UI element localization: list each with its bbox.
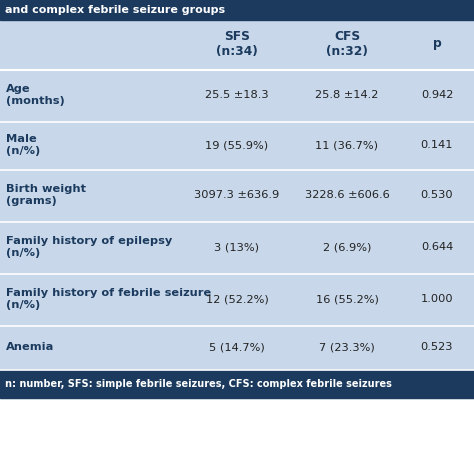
Bar <box>0 0 474 398</box>
Text: 3228.6 ±606.6: 3228.6 ±606.6 <box>305 190 389 200</box>
Text: 0.644: 0.644 <box>421 242 453 252</box>
Text: SFS
(n:34): SFS (n:34) <box>216 30 258 58</box>
Text: n: number, SFS: simple febrile seizures, CFS: complex febrile seizures: n: number, SFS: simple febrile seizures,… <box>5 379 392 389</box>
Text: 5 (14.7%): 5 (14.7%) <box>209 342 265 352</box>
Text: 25.5 ±18.3: 25.5 ±18.3 <box>205 90 269 100</box>
Text: Family history of febrile seizure
(n/%): Family history of febrile seizure (n/%) <box>6 288 211 310</box>
Text: 2 (6.9%): 2 (6.9%) <box>323 242 371 252</box>
Text: Anemia: Anemia <box>6 342 55 352</box>
Text: CFS
(n:32): CFS (n:32) <box>326 30 368 58</box>
Text: 7 (23.3%): 7 (23.3%) <box>319 342 375 352</box>
Text: Male
(n/%): Male (n/%) <box>6 134 40 156</box>
Text: 11 (36.7%): 11 (36.7%) <box>316 140 379 150</box>
Bar <box>0 0 474 20</box>
Text: and complex febrile seizure groups: and complex febrile seizure groups <box>5 5 225 15</box>
Text: 12 (52.2%): 12 (52.2%) <box>206 294 268 304</box>
Text: 0.141: 0.141 <box>421 140 453 150</box>
Text: Family history of epilepsy
(n/%): Family history of epilepsy (n/%) <box>6 236 172 258</box>
Text: 3097.3 ±636.9: 3097.3 ±636.9 <box>194 190 280 200</box>
Text: p: p <box>433 38 441 50</box>
Text: 0.523: 0.523 <box>421 342 453 352</box>
Text: Age
(months): Age (months) <box>6 84 65 106</box>
Text: 0.530: 0.530 <box>421 190 453 200</box>
Text: 0.942: 0.942 <box>421 90 453 100</box>
Bar <box>0 370 474 398</box>
Text: Birth weight
(grams): Birth weight (grams) <box>6 184 86 206</box>
Text: 25.8 ±14.2: 25.8 ±14.2 <box>315 90 379 100</box>
Text: 19 (55.9%): 19 (55.9%) <box>205 140 269 150</box>
Text: 1.000: 1.000 <box>421 294 453 304</box>
Text: 3 (13%): 3 (13%) <box>215 242 259 252</box>
Text: 16 (55.2%): 16 (55.2%) <box>316 294 378 304</box>
